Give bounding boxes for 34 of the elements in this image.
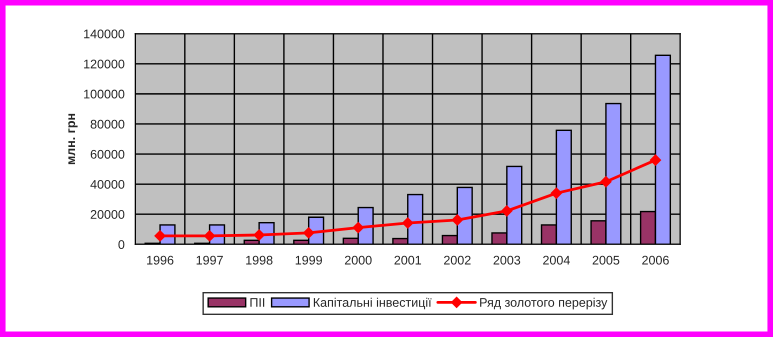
x-tick-label: 2003 (494, 256, 520, 265)
point (303, 227, 314, 238)
x-tick-label: 1999 (296, 256, 322, 265)
x-tick-label: 2002 (444, 256, 471, 265)
x-tick-label: 1998 (246, 256, 272, 265)
y-axis-title: млн. грн (68, 114, 78, 164)
point (254, 229, 265, 241)
y-tick-label: 0 (118, 240, 124, 249)
x-tick-label: 2000 (344, 256, 372, 265)
y-tick-label: 120000 (84, 60, 124, 68)
point (600, 176, 612, 188)
point (452, 214, 463, 226)
y-tick-label: 140000 (84, 30, 124, 38)
x-tick-label: 2004 (543, 256, 570, 265)
y-tick-label: 60000 (90, 150, 124, 159)
x-tick-label: 2006 (642, 256, 669, 265)
legend-label: Ряд золотого перерізу (480, 298, 608, 310)
point (154, 230, 166, 242)
point (501, 205, 512, 217)
point (352, 222, 364, 234)
point (402, 217, 414, 229)
y-tick-label: 80000 (90, 120, 124, 129)
point (550, 188, 562, 199)
x-tick-label: 1996 (147, 256, 174, 265)
y-tick-label: 40000 (90, 180, 124, 189)
x-tick-label: 1997 (196, 256, 223, 265)
y-tick-label: 20000 (90, 210, 124, 219)
legend-label: Капітальні інвестиції (314, 298, 432, 310)
y-tick-label: 100000 (84, 90, 124, 99)
x-tick-label: 2005 (592, 256, 620, 265)
point (204, 230, 216, 242)
point (650, 154, 662, 166)
x-tick-label: 2001 (394, 256, 422, 265)
legend-label: ПІІ (250, 298, 264, 307)
